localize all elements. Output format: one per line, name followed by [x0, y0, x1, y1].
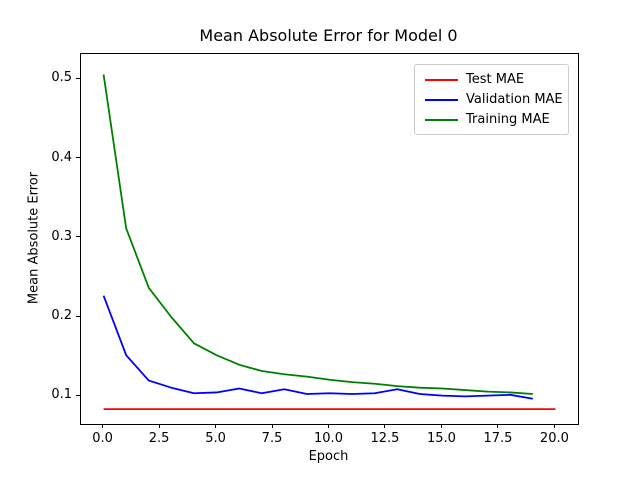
x-tick-mark — [497, 424, 499, 428]
y-tick-mark — [76, 315, 80, 317]
x-tick-label: 17.5 — [483, 431, 513, 446]
x-tick-mark — [384, 424, 386, 428]
y-tick-mark — [76, 394, 80, 396]
legend-line-sample-blue — [425, 98, 458, 101]
x-tick-mark — [102, 424, 104, 428]
x-tick-mark — [553, 424, 555, 428]
legend-label: Training MAE — [466, 112, 550, 127]
series-line-training-mae — [102, 74, 533, 395]
x-tick-label: 12.5 — [370, 431, 400, 446]
y-tick-label: 0.2 — [51, 308, 72, 324]
x-tick-label: 15.0 — [426, 431, 456, 446]
plot-lines-canvas — [102, 74, 556, 411]
legend-item-validation-mae: Validation MAE — [425, 92, 563, 107]
x-tick-mark — [328, 424, 329, 428]
x-tick-label: 20.0 — [539, 431, 569, 446]
y-tick-label: 0.5 — [51, 70, 72, 86]
x-tick-mark — [271, 424, 273, 428]
x-tick-label: 2.5 — [148, 431, 170, 446]
x-tick-mark — [440, 424, 442, 428]
legend-label: Validation MAE — [466, 92, 563, 107]
y-tick-mark — [76, 236, 80, 238]
legend: Test MAE Validation MAE Training MAE — [414, 64, 569, 135]
x-tick-label: 10.0 — [314, 431, 343, 446]
legend-item-test-mae: Test MAE — [425, 72, 558, 87]
legend-line-sample-green — [425, 118, 458, 121]
x-tick-label: 5.0 — [205, 431, 226, 446]
legend-label: Test MAE — [466, 72, 525, 87]
y-tick-label: 0.1 — [51, 387, 72, 403]
y-tick-label: 0.3 — [51, 228, 72, 244]
y-tick-mark — [76, 77, 80, 79]
plot-area: Test MAE Validation MAE Training MAE — [80, 53, 579, 425]
x-tick-mark — [158, 424, 160, 428]
series-line-validation-mae — [102, 295, 533, 400]
x-tick-label: 0.0 — [92, 431, 113, 446]
x-axis-label: Epoch — [308, 449, 349, 464]
legend-line-sample-red — [425, 78, 458, 81]
y-tick-label: 0.4 — [51, 149, 72, 165]
chart-title: Mean Absolute Error for Model 0 — [199, 26, 458, 45]
x-tick-label: 7.5 — [261, 431, 283, 446]
legend-item-training-mae: Training MAE — [425, 112, 558, 127]
y-tick-mark — [76, 157, 80, 159]
x-tick-mark — [215, 424, 217, 428]
